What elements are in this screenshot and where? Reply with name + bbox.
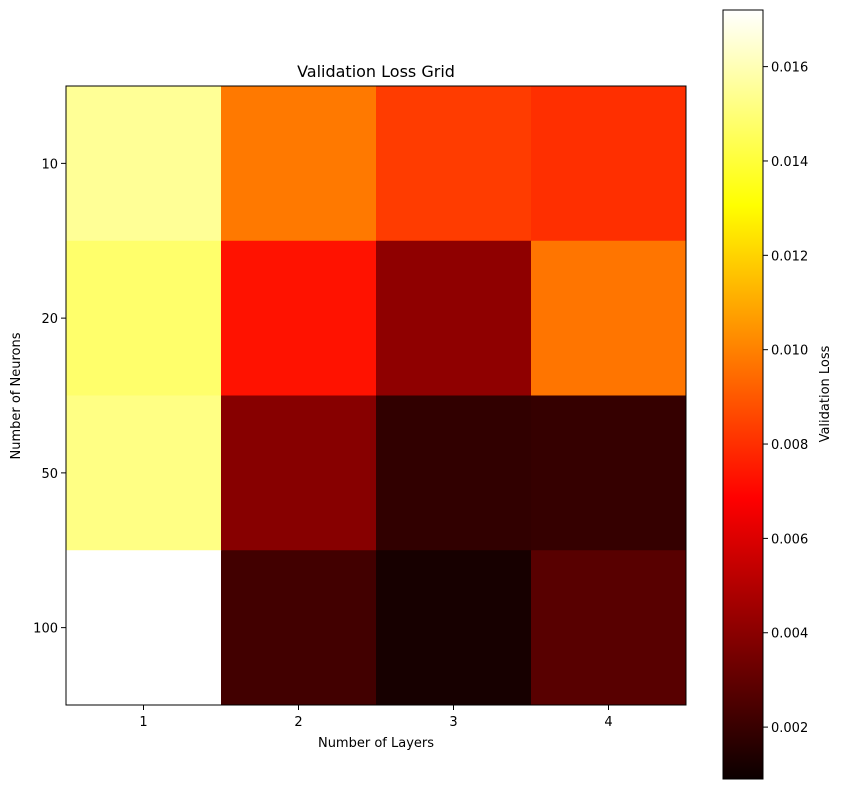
heatmap-cell — [221, 240, 377, 396]
heatmap-cell — [376, 240, 532, 396]
y-axis-label: Number of Neurons — [9, 332, 24, 459]
y-tick-label: 100 — [33, 622, 58, 637]
x-tick-label: 3 — [449, 715, 457, 730]
x-axis-label: Number of Layers — [318, 736, 434, 751]
heatmap-cell — [531, 240, 687, 396]
heatmap-cell — [66, 550, 222, 706]
heatmap-cell — [66, 86, 222, 242]
heatmap-cell — [376, 550, 532, 706]
heatmap-cell — [531, 550, 687, 706]
x-tick-label: 4 — [604, 715, 612, 730]
heatmap-cell — [376, 86, 532, 242]
colorbar-tick-label: 0.010 — [771, 344, 808, 359]
y-tick-label: 20 — [41, 312, 58, 327]
colorbar-label: Validation Loss — [818, 345, 833, 442]
y-tick-label: 10 — [41, 157, 58, 172]
y-axis-ticks: 10 20 50 100 — [33, 157, 66, 637]
colorbar-tick-label: 0.004 — [771, 627, 808, 642]
heatmap-cell — [221, 395, 377, 551]
y-tick-label: 50 — [41, 467, 58, 482]
plot-frame — [65, 85, 687, 706]
x-tick-label: 2 — [294, 715, 302, 730]
heatmap-cell — [66, 395, 222, 551]
colorbar-tick-label: 0.002 — [771, 721, 808, 736]
heatmap-cell — [531, 395, 687, 551]
heatmap-cell — [376, 395, 532, 551]
colorbar-tick-label: 0.008 — [771, 438, 808, 453]
colorbar-tick-label: 0.016 — [771, 61, 808, 76]
colorbar-tick-label: 0.006 — [771, 532, 808, 547]
x-axis-ticks: 1 2 3 4 — [139, 705, 613, 730]
heatmap-cells — [66, 86, 687, 706]
colorbar — [722, 9, 764, 780]
heatmap-cell — [221, 86, 377, 242]
colorbar-ticks: 0.002 0.004 0.006 0.008 0.010 0.012 0.014 0.016 — [763, 61, 808, 736]
colorbar-tick-label: 0.012 — [771, 249, 808, 264]
heatmap-cell — [221, 550, 377, 706]
heatmap-cell — [531, 86, 687, 242]
chart-title: Validation Loss Grid — [297, 62, 455, 81]
colorbar-tick-label: 0.014 — [771, 155, 808, 170]
heatmap-cell — [66, 240, 222, 396]
x-tick-label: 1 — [139, 715, 147, 730]
